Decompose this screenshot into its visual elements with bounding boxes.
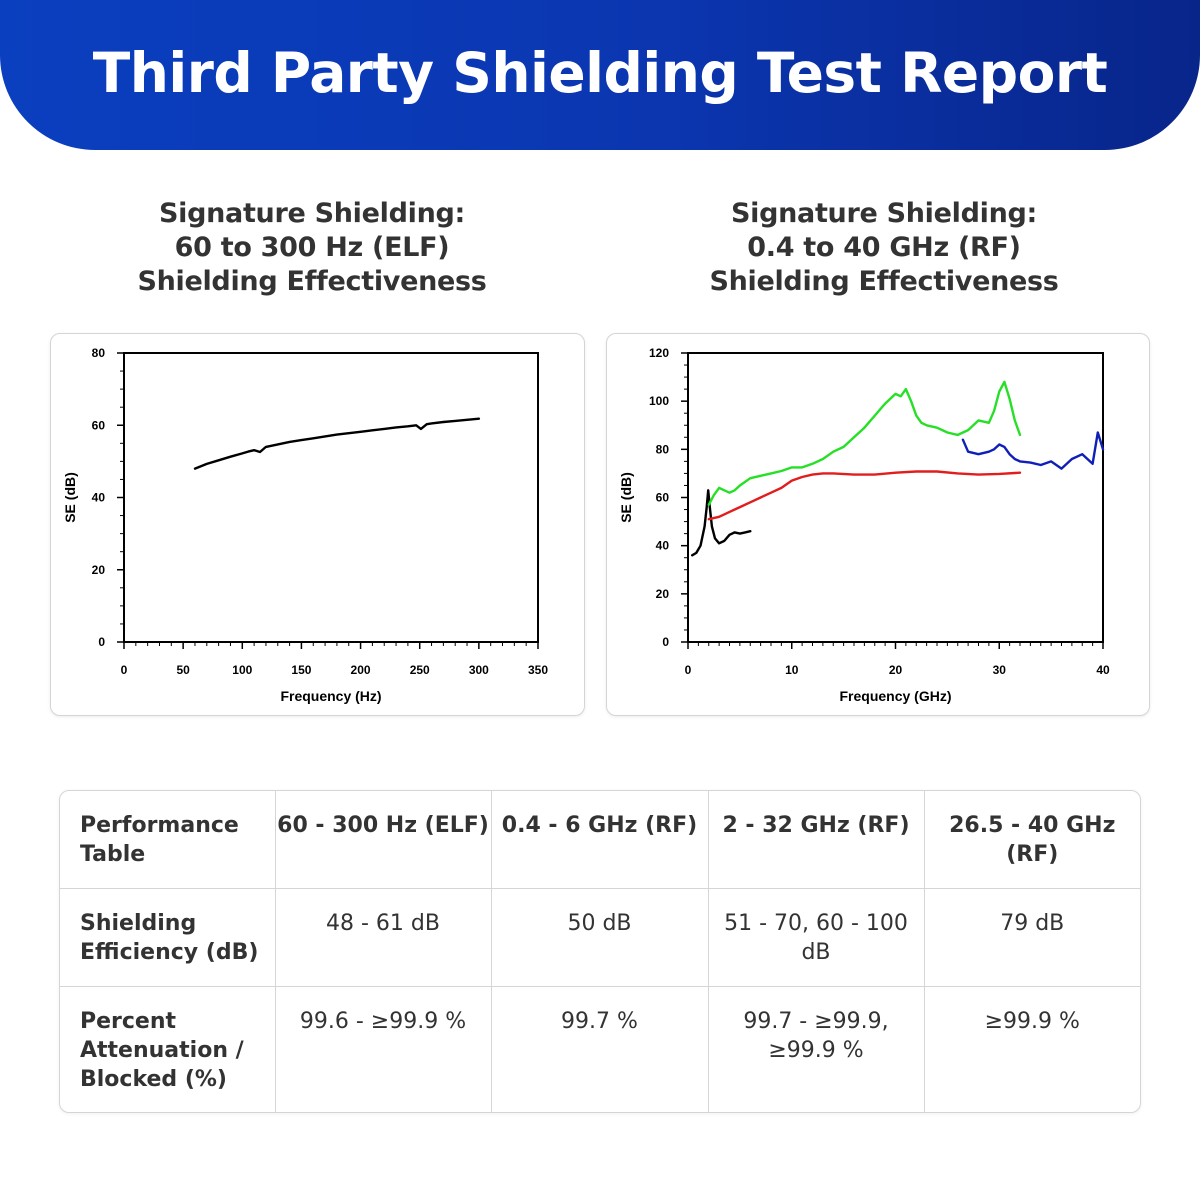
plot-frame	[123, 352, 539, 643]
y-tick-label: 80	[92, 346, 106, 360]
y-tick-label: 0	[98, 635, 105, 649]
y-tick-label: 20	[656, 587, 670, 601]
rf-chart-heading: Signature Shielding: 0.4 to 40 GHz (RF) …	[614, 197, 1154, 299]
table-header-row: Performance Table 60 - 300 Hz (ELF) 0.4 …	[60, 791, 1140, 889]
series-line-1	[193, 417, 481, 470]
table-cell: 51 - 70, 60 - 100 dB	[708, 888, 925, 987]
rf-heading-line-3: Shielding Effectiveness	[709, 266, 1059, 297]
elf-chart-card: 0 50 100 150 200 250 300 350 0 20 40 60 80 Frequency …	[50, 333, 585, 716]
x-tick-label: 200	[351, 663, 371, 677]
table-cell: 79 dB	[924, 888, 1140, 987]
page-title: Third Party Shielding Test Report	[92, 41, 1108, 105]
x-tick-label: 40	[1096, 663, 1110, 677]
x-tick-label: 0	[121, 663, 128, 677]
y-tick-label: 100	[649, 394, 669, 408]
elf-chart: 0 50 100 150 200 250 300 350 0 20 40 60 80 Frequency …	[62, 346, 548, 704]
table-corner-label: Performance Table	[60, 791, 276, 889]
elf-heading-line-3: Shielding Effectiveness	[137, 266, 487, 297]
table-cell: 99.7 %	[491, 986, 709, 1112]
x-tick-label: 10	[785, 663, 799, 677]
x-axis-title: Frequency (GHz)	[839, 688, 951, 704]
y-axis-title: SE (dB)	[618, 472, 634, 523]
column-header: 2 - 32 GHz (RF)	[708, 791, 925, 889]
table-cell: ≥99.9 %	[984, 1008, 1080, 1034]
table-cell: 99.6 - ≥99.9 %	[275, 986, 492, 1112]
series-line-4	[961, 431, 1105, 470]
x-axis-title: Frequency (Hz)	[280, 688, 381, 704]
column-header: 0.4 - 6 GHz (RF)	[491, 791, 709, 889]
column-header: 60 - 300 Hz (ELF)	[275, 791, 492, 889]
performance-table: Performance Table 60 - 300 Hz (ELF) 0.4 …	[59, 790, 1141, 1113]
series-line-3	[707, 380, 1022, 506]
table-row: Percent Attenuation / Blocked (%) 99.6 -…	[60, 986, 1140, 1112]
y-axis-title: SE (dB)	[62, 472, 78, 523]
x-tick-label: 300	[469, 663, 489, 677]
x-tick-label: 0	[685, 663, 692, 677]
rf-chart: 0 10 20 30 40 0 20 40 60 80 100 120 Frequency (GHz) S…	[618, 346, 1110, 704]
x-tick-label: 350	[528, 663, 548, 677]
table-cell: 99.7 - ≥99.9, ≥99.9 %	[708, 986, 925, 1112]
x-tick-label: 50	[176, 663, 190, 677]
row-label: Percent Attenuation / Blocked (%)	[60, 986, 276, 1112]
table-cell: 48 - 61 dB	[275, 888, 492, 987]
table-cell: 50 dB	[491, 888, 709, 987]
y-tick-label: 0	[662, 635, 669, 649]
y-tick-label: 60	[656, 491, 670, 505]
series-line-1	[690, 489, 752, 557]
y-tick-label: 40	[656, 539, 670, 553]
row-label: Shielding Efficiency (dB)	[60, 888, 276, 987]
y-tick-label: 40	[92, 491, 106, 505]
table-row: Shielding Efficiency (dB) 48 - 61 dB 50 …	[60, 888, 1140, 987]
x-tick-label: 250	[410, 663, 430, 677]
x-tick-label: 100	[232, 663, 252, 677]
elf-chart-heading: Signature Shielding: 60 to 300 Hz (ELF) …	[42, 197, 582, 299]
elf-heading-line-1: Signature Shielding:	[158, 198, 466, 229]
x-tick-label: 20	[889, 663, 903, 677]
rf-heading-line-2: 0.4 to 40 GHz (RF)	[747, 232, 1021, 263]
x-tick-label: 30	[993, 663, 1007, 677]
rf-chart-card: 0 10 20 30 40 0 20 40 60 80 100 120 Frequency (GHz) S…	[606, 333, 1150, 716]
y-tick-label: 60	[92, 418, 106, 432]
column-header: 26.5 - 40 GHz (RF)	[924, 791, 1140, 889]
y-tick-label: 20	[92, 563, 106, 577]
series-line-2	[707, 470, 1022, 521]
rf-heading-line-1: Signature Shielding:	[730, 198, 1038, 229]
header-banner: Third Party Shielding Test Report	[0, 0, 1200, 150]
plot-frame	[687, 352, 1104, 643]
elf-heading-line-2: 60 to 300 Hz (ELF)	[174, 232, 450, 263]
y-tick-label: 80	[656, 442, 670, 456]
y-tick-label: 120	[649, 346, 669, 360]
x-tick-label: 150	[291, 663, 311, 677]
